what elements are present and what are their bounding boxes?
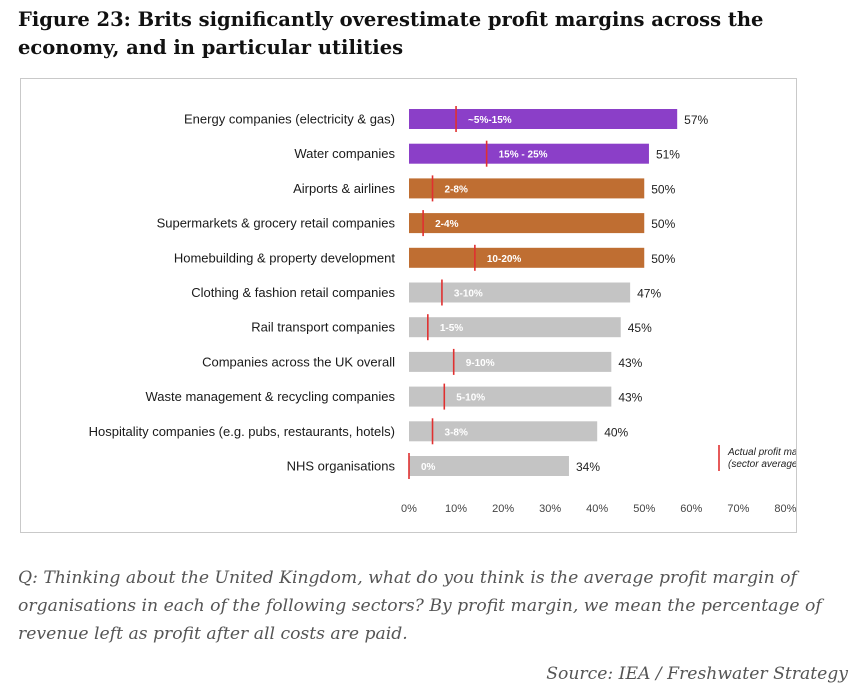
value-label: 47% bbox=[637, 287, 661, 301]
category-label: NHS organisations bbox=[287, 459, 396, 474]
bar bbox=[409, 213, 645, 234]
value-label: 45% bbox=[628, 321, 652, 335]
x-tick-label: 80% bbox=[774, 503, 796, 515]
range-label: ~5%-15% bbox=[468, 115, 512, 126]
value-label: 57% bbox=[684, 113, 708, 127]
x-tick-label: 30% bbox=[539, 503, 561, 515]
value-label: 50% bbox=[651, 252, 675, 266]
category-label: Energy companies (electricity & gas) bbox=[184, 112, 395, 127]
bar bbox=[409, 247, 645, 268]
figure-title: Figure 23: Brits significantly overestim… bbox=[18, 8, 764, 59]
value-label: 50% bbox=[651, 182, 675, 196]
bar bbox=[409, 456, 569, 476]
bar bbox=[409, 109, 678, 129]
category-label: Companies across the UK overall bbox=[202, 354, 395, 369]
chart-frame: Energy companies (electricity & gas) 57% ~… bbox=[20, 78, 797, 533]
x-tick-label: 20% bbox=[492, 503, 514, 515]
source-note: Source: IEA / Freshwater Strategy bbox=[546, 664, 848, 684]
x-tick-label: 40% bbox=[586, 503, 608, 515]
value-label: 34% bbox=[576, 460, 600, 474]
range-label: 3-10% bbox=[454, 289, 483, 300]
category-label: Waste management & recycling companies bbox=[145, 389, 395, 404]
category-label: Clothing & fashion retail companies bbox=[191, 285, 395, 300]
bar bbox=[409, 178, 645, 199]
x-tick-label: 50% bbox=[633, 503, 655, 515]
bar bbox=[409, 143, 649, 164]
range-label: 2-8% bbox=[445, 184, 468, 195]
range-label: 1-5% bbox=[440, 323, 463, 334]
category-label: Homebuilding & property development bbox=[174, 250, 396, 265]
bar-chart: Energy companies (electricity & gas) 57% ~… bbox=[89, 106, 796, 515]
x-tick-label: 0% bbox=[401, 503, 417, 515]
category-label: Supermarkets & grocery retail companies bbox=[157, 216, 396, 231]
value-label: 51% bbox=[656, 148, 680, 162]
range-label: 10-20% bbox=[487, 254, 522, 265]
bar bbox=[409, 317, 621, 338]
range-label: 9-10% bbox=[466, 358, 495, 369]
value-label: 43% bbox=[618, 391, 642, 405]
x-tick-label: 10% bbox=[445, 503, 467, 515]
range-label: 3-8% bbox=[445, 427, 468, 438]
bar bbox=[409, 351, 612, 372]
legend-sublabel: (sector average) bbox=[728, 459, 796, 470]
range-label: 2-4% bbox=[435, 219, 458, 230]
value-label: 40% bbox=[604, 425, 628, 439]
survey-question: Q: Thinking about the United Kingdom, wh… bbox=[18, 568, 822, 644]
x-tick-label: 60% bbox=[680, 503, 702, 515]
bar bbox=[409, 282, 631, 303]
category-label: Hospitality companies (e.g. pubs, restau… bbox=[89, 424, 395, 439]
range-label: 5-10% bbox=[456, 393, 485, 404]
bar bbox=[409, 386, 612, 407]
legend-label: Actual profit margin bbox=[727, 447, 796, 458]
value-label: 50% bbox=[651, 217, 675, 231]
category-label: Water companies bbox=[294, 146, 395, 161]
value-label: 43% bbox=[618, 356, 642, 370]
bar bbox=[409, 421, 598, 442]
range-label: 15% - 25% bbox=[499, 150, 548, 161]
category-label: Rail transport companies bbox=[251, 320, 395, 335]
category-label: Airports & airlines bbox=[293, 181, 395, 196]
x-tick-label: 70% bbox=[727, 503, 749, 515]
range-label: 0% bbox=[421, 462, 436, 473]
